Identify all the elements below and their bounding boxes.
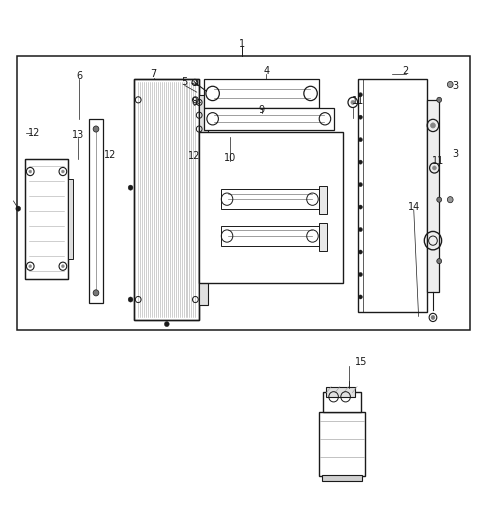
Circle shape <box>431 123 435 128</box>
Circle shape <box>359 93 362 97</box>
Circle shape <box>359 227 362 231</box>
Bar <box>319 223 327 251</box>
Bar <box>17 56 470 330</box>
Text: 7: 7 <box>150 69 157 79</box>
Bar <box>204 79 319 108</box>
Bar <box>25 159 68 279</box>
Bar <box>89 119 103 303</box>
Circle shape <box>359 115 362 119</box>
Bar <box>319 412 365 476</box>
Circle shape <box>29 170 32 173</box>
Bar <box>68 179 73 259</box>
Text: 3: 3 <box>452 148 458 159</box>
Bar <box>319 186 327 214</box>
Text: 14: 14 <box>408 202 420 212</box>
Text: 1: 1 <box>240 38 245 49</box>
Circle shape <box>351 100 355 104</box>
Circle shape <box>29 265 32 268</box>
Circle shape <box>447 81 453 88</box>
Circle shape <box>359 183 362 187</box>
Text: 8: 8 <box>192 97 197 108</box>
Bar <box>25 159 68 279</box>
Bar <box>427 100 439 292</box>
Bar <box>204 108 334 130</box>
Circle shape <box>359 250 362 254</box>
Text: 3: 3 <box>452 81 458 91</box>
Circle shape <box>447 197 453 203</box>
Text: 12: 12 <box>104 150 117 160</box>
Circle shape <box>359 205 362 209</box>
Text: 2: 2 <box>402 66 409 76</box>
Circle shape <box>164 322 169 327</box>
Circle shape <box>93 126 99 132</box>
Text: 9: 9 <box>259 105 264 115</box>
Text: 4: 4 <box>264 66 269 76</box>
Text: 15: 15 <box>355 357 368 368</box>
Text: 10: 10 <box>224 153 237 163</box>
Text: 6: 6 <box>76 71 82 81</box>
Text: 13: 13 <box>72 130 84 140</box>
Circle shape <box>61 170 64 173</box>
Bar <box>323 392 361 412</box>
Circle shape <box>359 138 362 142</box>
Text: 12: 12 <box>188 151 201 161</box>
Circle shape <box>128 297 133 302</box>
Circle shape <box>437 259 442 264</box>
Bar <box>358 79 427 312</box>
Bar <box>199 95 208 305</box>
Circle shape <box>61 265 64 268</box>
Bar <box>134 79 199 320</box>
Bar <box>322 475 362 481</box>
Circle shape <box>128 185 133 190</box>
Circle shape <box>437 197 442 202</box>
Circle shape <box>437 97 442 102</box>
Bar <box>326 387 355 397</box>
Text: 5: 5 <box>181 77 188 87</box>
Circle shape <box>16 206 21 211</box>
Circle shape <box>359 272 362 276</box>
Text: 11: 11 <box>432 156 444 166</box>
Bar <box>221 226 319 246</box>
Circle shape <box>93 290 99 296</box>
Circle shape <box>431 315 435 319</box>
Circle shape <box>359 295 362 299</box>
Bar <box>199 132 343 283</box>
Bar <box>221 189 319 209</box>
Text: 11: 11 <box>351 96 364 106</box>
Circle shape <box>432 166 436 170</box>
Bar <box>134 79 199 320</box>
Text: 12: 12 <box>28 128 41 138</box>
Circle shape <box>359 160 362 164</box>
